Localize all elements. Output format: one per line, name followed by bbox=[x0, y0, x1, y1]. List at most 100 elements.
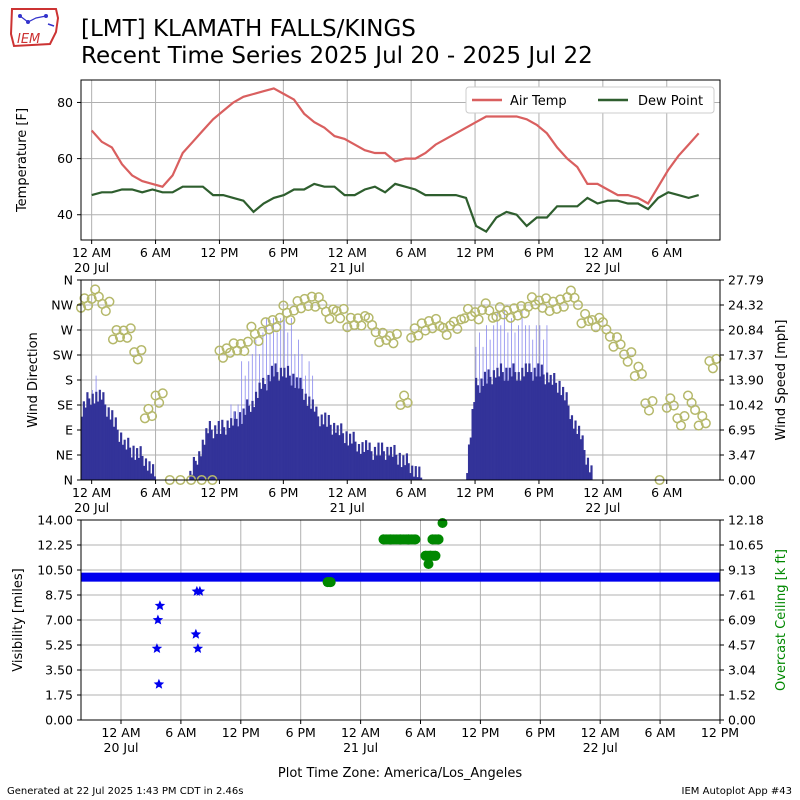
wind-speed-bar bbox=[535, 376, 538, 480]
wind-speed-bar bbox=[356, 451, 359, 480]
wind-speed-bar bbox=[134, 459, 137, 480]
wind-speed-bar bbox=[203, 444, 206, 480]
wind-speed-bar bbox=[191, 474, 194, 480]
wind-speed-bar bbox=[391, 456, 394, 480]
wind-speed-bar bbox=[198, 451, 201, 480]
wind-speed-bar bbox=[263, 384, 266, 480]
wind-speed-bar bbox=[242, 408, 245, 480]
wind-direction-marker bbox=[157, 388, 168, 399]
x-tick-label: 12 AM bbox=[72, 485, 111, 500]
x-tick-label: 12 PM bbox=[461, 725, 499, 740]
wind-direction-marker bbox=[604, 331, 615, 342]
wind-direction-marker bbox=[374, 337, 385, 348]
wind-speed-bar bbox=[82, 401, 85, 480]
x-tick-date-label: 21 Jul bbox=[330, 260, 365, 275]
y2-tick-label: 10.42 bbox=[728, 398, 764, 413]
wind-speed-bar bbox=[412, 476, 416, 480]
x-tick-label: 6 AM bbox=[396, 485, 427, 500]
wind-speed-bar bbox=[507, 380, 510, 480]
wind-speed-bar bbox=[217, 420, 220, 480]
wind-direction-marker bbox=[132, 354, 143, 365]
wind-speed-bar bbox=[121, 444, 124, 480]
wind-speed-bar bbox=[530, 372, 533, 480]
y2-tick-label: 7.61 bbox=[728, 588, 756, 603]
wind-speed-bar bbox=[331, 434, 334, 480]
y-tick-label: NW bbox=[51, 298, 73, 313]
wind-speed-bar bbox=[247, 405, 251, 480]
wind-speed-bar bbox=[524, 363, 527, 480]
wind-speed-bar bbox=[473, 402, 476, 480]
wind-speed-bar bbox=[102, 392, 105, 480]
wind-speed-bar bbox=[306, 405, 309, 480]
wind-speed-bar bbox=[396, 464, 400, 480]
wind-speed-bar bbox=[249, 411, 252, 480]
wind-speed-bar bbox=[359, 453, 362, 480]
y-tick-label: 3.50 bbox=[45, 663, 73, 678]
wind-speed-bar bbox=[386, 446, 389, 480]
wind-speed-bar bbox=[409, 473, 412, 480]
wind-speed-bar bbox=[554, 382, 558, 480]
x-tick-label: 6 PM bbox=[525, 725, 555, 740]
wind-speed-bar bbox=[517, 372, 520, 480]
wind-speed-bar bbox=[503, 380, 506, 480]
wind-speed-bar bbox=[311, 399, 314, 480]
x-tick-label: 12 PM bbox=[200, 485, 238, 500]
wind-speed-bar bbox=[137, 457, 140, 480]
x-axis-label: Plot Time Zone: America/Los_Angeles bbox=[278, 766, 522, 781]
wind-speed-bar bbox=[478, 392, 481, 480]
wind-speed-bar bbox=[512, 363, 515, 480]
wind-speed-bar bbox=[583, 450, 586, 480]
wind-direction-marker bbox=[296, 303, 307, 314]
y-tick-label: SE bbox=[57, 398, 73, 413]
wind-direction-marker bbox=[622, 356, 633, 367]
y-tick-label: 60 bbox=[57, 151, 73, 166]
x-tick-date-label: 20 Jul bbox=[74, 260, 109, 275]
wind-speed-bar bbox=[558, 380, 561, 480]
x-tick-label: 12 AM bbox=[101, 725, 140, 740]
x-tick-label: 6 PM bbox=[268, 485, 298, 500]
y2-tick-label: 6.09 bbox=[728, 613, 756, 628]
x-tick-label: 12 PM bbox=[222, 725, 260, 740]
wind-direction-marker bbox=[590, 322, 601, 333]
wind-grid bbox=[81, 279, 720, 481]
wind-direction-marker bbox=[572, 299, 584, 311]
wind-speed-bar bbox=[143, 465, 146, 480]
wind-speed-bar bbox=[267, 374, 270, 480]
wind-speed-bar bbox=[388, 455, 391, 480]
wind-speed-bar bbox=[483, 371, 487, 480]
x-tick-label: 12 PM bbox=[200, 245, 238, 260]
wind-speed-bar bbox=[567, 405, 570, 480]
wind-speed-bar bbox=[144, 458, 148, 480]
wind-speed-bar bbox=[345, 431, 348, 480]
ceiling-ylabel: Overcast Ceiling [k ft] bbox=[774, 549, 789, 691]
wind-speed-bar bbox=[400, 467, 403, 480]
visibility-marker bbox=[192, 643, 204, 653]
wind-speed-bar bbox=[579, 439, 582, 480]
x-tick-label: 6 AM bbox=[644, 725, 675, 740]
wind-speed-bar bbox=[127, 437, 130, 480]
wind-direction-ylabel: Wind Direction bbox=[26, 332, 41, 428]
wind-speed-bar bbox=[81, 416, 84, 480]
visibility-marker bbox=[152, 614, 164, 625]
wind-speed-bar bbox=[586, 457, 590, 480]
y2-tick-label: 4.57 bbox=[728, 638, 756, 653]
wind-speed-bar bbox=[233, 411, 236, 480]
wind-speed-bar bbox=[130, 457, 133, 480]
y-tick-label: 10.50 bbox=[37, 563, 73, 578]
wind-speed-bar bbox=[526, 372, 529, 480]
wind-direction-marker bbox=[104, 296, 115, 307]
wind-speed-bar bbox=[521, 367, 524, 480]
wind-speed-bar bbox=[226, 420, 229, 480]
wind-direction-marker bbox=[100, 306, 111, 317]
wind-speed-bar bbox=[258, 382, 261, 480]
y-tick-label: NE bbox=[56, 448, 73, 463]
y2-tick-label: 20.84 bbox=[728, 323, 764, 338]
x-tick-date-label: 21 Jul bbox=[343, 740, 378, 755]
logo-text: IEM bbox=[17, 32, 40, 47]
wind-speed-bar bbox=[343, 443, 346, 480]
wind-speed-bar bbox=[299, 377, 302, 480]
wind-direction-marker bbox=[551, 303, 562, 314]
wind-direction-marker bbox=[402, 397, 413, 408]
